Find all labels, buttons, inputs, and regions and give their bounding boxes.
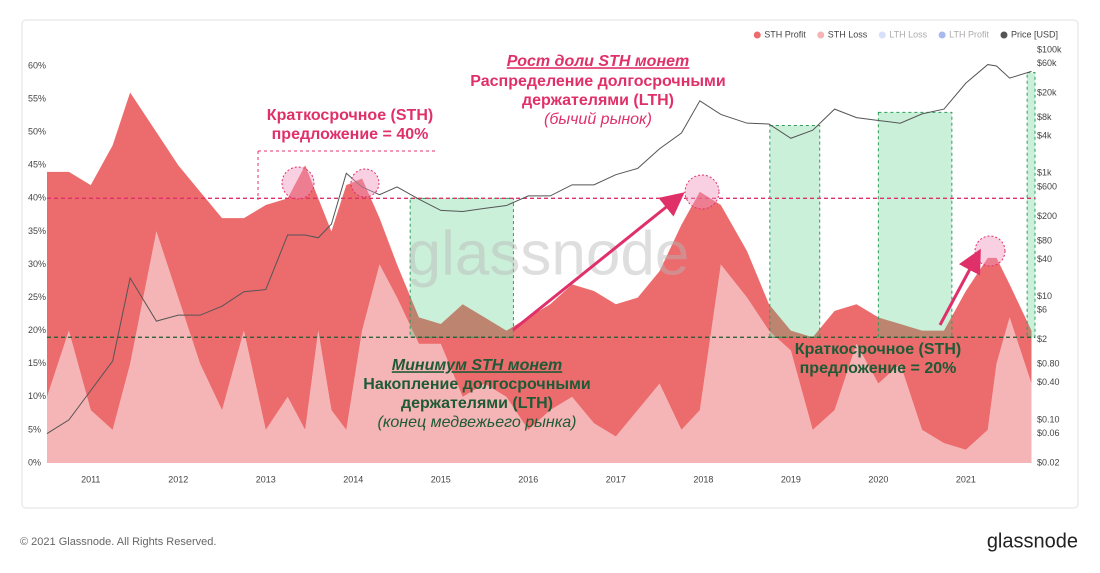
highlight-range [769,125,821,338]
y2-tick-label: $1k [1037,168,1052,178]
y-tick-label: 0% [28,457,41,467]
legend-label[interactable]: STH Loss [828,29,868,39]
y2-tick-label: $0.80 [1037,359,1060,369]
area [47,231,1032,463]
y-tick-label: 25% [28,292,46,302]
logo: glassnode [987,530,1078,552]
legend-label[interactable]: LTH Loss [889,29,927,39]
y2-tick-label: $6 [1037,305,1047,315]
y2-tick-label: $200 [1037,211,1057,221]
legend-label[interactable]: LTH Profit [949,29,989,39]
legend-label[interactable]: Price [USD] [1011,29,1058,39]
y2-tick-label: $600 [1037,181,1057,191]
y-tick-label: 60% [28,60,46,70]
annotation: держателями (LTH) [401,395,553,412]
price-line [46,64,1032,435]
legend-marker[interactable] [1000,31,1008,39]
y2-tick-label: $100k [1037,44,1062,54]
y2-tick-label: $0.02 [1037,457,1060,467]
annotation: Распределение долгосрочными [470,73,725,90]
y-tick-label: 5% [28,424,41,434]
highlight-range [1026,72,1036,338]
y2-tick-label: $8k [1037,112,1052,122]
watermark: glassnode [407,219,690,288]
y2-tick-label: $80 [1037,235,1052,245]
arrow [938,248,981,326]
y2-tick-label: $40 [1037,254,1052,264]
annotation: Краткосрочное (STH) [795,341,961,358]
y2-tick-label: $60k [1037,58,1057,68]
y2-tick-label: $4k [1037,131,1052,141]
annotation: Краткосрочное (STH) [267,107,433,124]
y-tick-label: 40% [28,193,46,203]
y2-tick-label: $10 [1037,291,1052,301]
x-tick-label: 2015 [431,474,451,484]
x-tick-label: 2012 [168,474,188,484]
annotation: предложение = 20% [800,360,957,377]
annotation: предложение = 40% [272,126,429,143]
y-tick-label: 50% [28,127,46,137]
x-tick-label: 2021 [956,474,976,484]
y-tick-label: 55% [28,93,46,103]
y2-tick-label: $20k [1037,87,1057,97]
y-tick-label: 30% [28,259,46,269]
y2-tick-label: $2 [1037,334,1047,344]
x-tick-label: 2017 [606,474,626,484]
annotation: Рост доли STH монет [507,53,689,70]
y-tick-label: 35% [28,226,46,236]
annotation: (бычий рынок) [544,111,652,128]
x-tick-label: 2020 [868,474,888,484]
x-tick-label: 2013 [256,474,276,484]
area [47,92,1032,450]
y2-tick-label: $0.10 [1037,414,1060,424]
x-tick-label: 2014 [343,474,363,484]
plot-area [46,64,1036,463]
x-tick-label: 2019 [781,474,801,484]
legend-marker[interactable] [753,31,761,39]
highlight-circle [281,166,315,200]
y-tick-label: 10% [28,391,46,401]
highlight-circle [350,168,380,198]
legend-marker[interactable] [938,31,946,39]
highlight-circle [974,235,1006,267]
highlight-range [409,197,514,338]
annotation: Минимум STH монет [392,357,562,374]
y2-tick-label: $0.40 [1037,377,1060,387]
annotation: (конец медвежьего рынка) [378,414,577,431]
x-tick-label: 2018 [693,474,713,484]
y-tick-label: 45% [28,160,46,170]
highlight-range [877,111,953,338]
x-tick-label: 2016 [518,474,538,484]
annotation: Накопление долгосрочными [363,376,590,393]
y2-tick-label: $0.06 [1037,428,1060,438]
y-tick-label: 15% [28,358,46,368]
x-tick-label: 2011 [81,474,100,484]
annotation: держателями (LTH) [522,92,674,109]
legend-marker[interactable] [817,31,825,39]
legend-label[interactable]: STH Profit [764,29,806,39]
legend-marker[interactable] [878,31,886,39]
arrow [512,192,685,332]
footer: © 2021 Glassnode. All Rights Reserved. [20,536,216,548]
y-tick-label: 20% [28,325,46,335]
highlight-circle [684,174,720,210]
